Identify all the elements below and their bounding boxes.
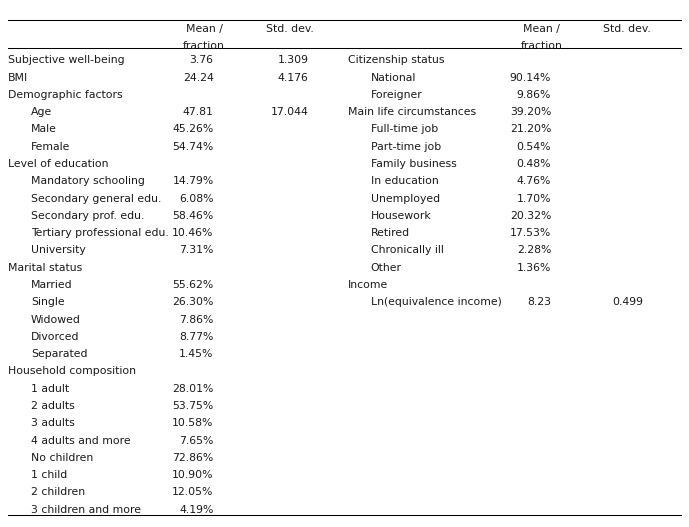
Text: Std. dev.: Std. dev.: [603, 24, 651, 34]
Text: 6.08%: 6.08%: [179, 193, 214, 203]
Text: Demographic factors: Demographic factors: [8, 90, 123, 100]
Text: Std. dev.: Std. dev.: [265, 24, 313, 34]
Text: In education: In education: [371, 177, 438, 187]
Text: 4 adults and more: 4 adults and more: [31, 436, 131, 446]
Text: 55.62%: 55.62%: [172, 280, 214, 290]
Text: 7.31%: 7.31%: [179, 246, 214, 256]
Text: No children: No children: [31, 453, 93, 463]
Text: 47.81: 47.81: [183, 107, 214, 117]
Text: fraction: fraction: [183, 41, 225, 51]
Text: 1 adult: 1 adult: [31, 384, 69, 394]
Text: 10.90%: 10.90%: [172, 470, 214, 480]
Text: Tertiary professional edu.: Tertiary professional edu.: [31, 228, 169, 238]
Text: 9.86%: 9.86%: [517, 90, 551, 100]
Text: 1 child: 1 child: [31, 470, 68, 480]
Text: 17.53%: 17.53%: [510, 228, 551, 238]
Text: 10.58%: 10.58%: [172, 418, 214, 428]
Text: Marital status: Marital status: [8, 263, 83, 273]
Text: 1.45%: 1.45%: [179, 349, 214, 359]
Text: 8.77%: 8.77%: [179, 332, 214, 342]
Text: 4.76%: 4.76%: [517, 177, 551, 187]
Text: Citizenship status: Citizenship status: [348, 55, 444, 65]
Text: 24.24: 24.24: [183, 73, 214, 83]
Text: Divorced: Divorced: [31, 332, 79, 342]
Text: 90.14%: 90.14%: [510, 73, 551, 83]
Text: Other: Other: [371, 263, 402, 273]
Text: 58.46%: 58.46%: [172, 211, 214, 221]
Text: National: National: [371, 73, 416, 83]
Text: Subjective well-being: Subjective well-being: [8, 55, 125, 65]
Text: 0.48%: 0.48%: [517, 159, 551, 169]
Text: 14.79%: 14.79%: [172, 177, 214, 187]
Text: Level of education: Level of education: [8, 159, 109, 169]
Text: Age: Age: [31, 107, 52, 117]
Text: Ln(equivalence income): Ln(equivalence income): [371, 297, 502, 307]
Text: 39.20%: 39.20%: [510, 107, 551, 117]
Text: 3.76: 3.76: [189, 55, 214, 65]
Text: 7.65%: 7.65%: [179, 436, 214, 446]
Text: Retired: Retired: [371, 228, 410, 238]
Text: 4.19%: 4.19%: [179, 505, 214, 515]
Text: BMI: BMI: [8, 73, 28, 83]
Text: Male: Male: [31, 124, 57, 134]
Text: 1.70%: 1.70%: [517, 193, 551, 203]
Text: Housework: Housework: [371, 211, 431, 221]
Text: Single: Single: [31, 297, 65, 307]
Text: 26.30%: 26.30%: [172, 297, 214, 307]
Text: Separated: Separated: [31, 349, 88, 359]
Text: Mean /: Mean /: [185, 24, 223, 34]
Text: 0.499: 0.499: [612, 297, 643, 307]
Text: Secondary general edu.: Secondary general edu.: [31, 193, 161, 203]
Text: Female: Female: [31, 142, 70, 152]
Text: Family business: Family business: [371, 159, 456, 169]
Text: 53.75%: 53.75%: [172, 401, 214, 411]
Text: Mean /: Mean /: [523, 24, 560, 34]
Text: Unemployed: Unemployed: [371, 193, 440, 203]
Text: Main life circumstances: Main life circumstances: [348, 107, 476, 117]
Text: 12.05%: 12.05%: [172, 487, 214, 497]
Text: Part-time job: Part-time job: [371, 142, 441, 152]
Text: 1.309: 1.309: [278, 55, 309, 65]
Text: 1.36%: 1.36%: [517, 263, 551, 273]
Text: 17.044: 17.044: [271, 107, 309, 117]
Text: 8.23: 8.23: [527, 297, 551, 307]
Text: 3 adults: 3 adults: [31, 418, 74, 428]
Text: Income: Income: [348, 280, 388, 290]
Text: 0.54%: 0.54%: [517, 142, 551, 152]
Text: Secondary prof. edu.: Secondary prof. edu.: [31, 211, 145, 221]
Text: 45.26%: 45.26%: [172, 124, 214, 134]
Text: Household composition: Household composition: [8, 366, 136, 376]
Text: Mandatory schooling: Mandatory schooling: [31, 177, 145, 187]
Text: 20.32%: 20.32%: [510, 211, 551, 221]
Text: 2 adults: 2 adults: [31, 401, 74, 411]
Text: University: University: [31, 246, 85, 256]
Text: 21.20%: 21.20%: [510, 124, 551, 134]
Text: 2.28%: 2.28%: [517, 246, 551, 256]
Text: 10.46%: 10.46%: [172, 228, 214, 238]
Text: 7.86%: 7.86%: [179, 315, 214, 325]
Text: Foreigner: Foreigner: [371, 90, 422, 100]
Text: 3 children and more: 3 children and more: [31, 505, 141, 515]
Text: Full-time job: Full-time job: [371, 124, 438, 134]
Text: 2 children: 2 children: [31, 487, 85, 497]
Text: fraction: fraction: [521, 41, 562, 51]
Text: 54.74%: 54.74%: [172, 142, 214, 152]
Text: Widowed: Widowed: [31, 315, 81, 325]
Text: 72.86%: 72.86%: [172, 453, 214, 463]
Text: Chronically ill: Chronically ill: [371, 246, 444, 256]
Text: Married: Married: [31, 280, 72, 290]
Text: 4.176: 4.176: [278, 73, 309, 83]
Text: 28.01%: 28.01%: [172, 384, 214, 394]
